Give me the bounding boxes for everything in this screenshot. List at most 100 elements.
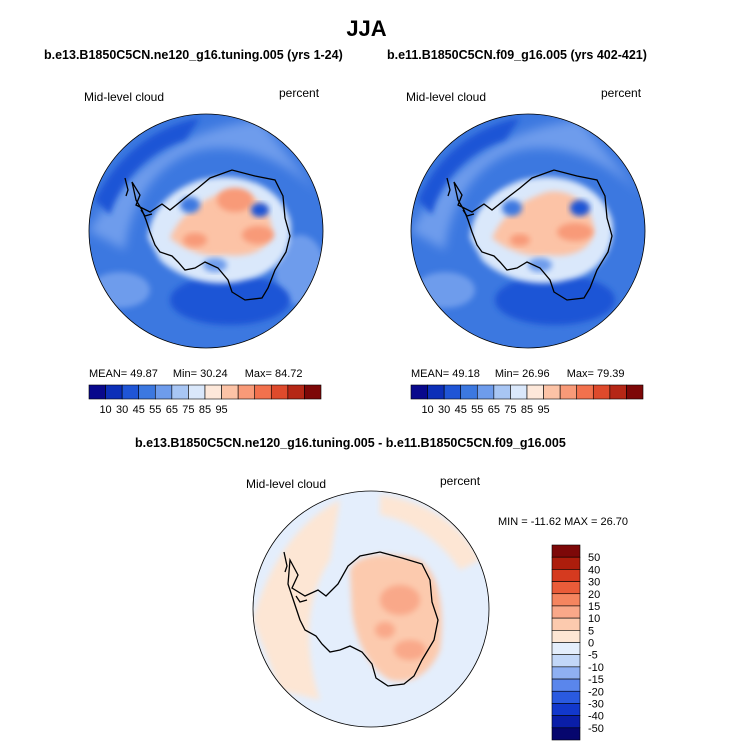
panel1-max-value: 84.72 bbox=[274, 368, 303, 380]
panel1-case-title: b.e13.B1850C5CN.ne120_g16.tuning.005 (yr… bbox=[44, 48, 343, 62]
panel1-stats: MEAN= 49.87 Min= 30.24 Max= 84.72 bbox=[89, 368, 303, 380]
colorbar-tick-label: 30 bbox=[116, 404, 128, 416]
colorbar-tick-label: 50 bbox=[588, 552, 600, 564]
colorbar-tick-label: 85 bbox=[521, 404, 533, 416]
panel2-max-value: 79.39 bbox=[596, 368, 625, 380]
colorbar-tick-label: 30 bbox=[588, 577, 600, 589]
colorbar-swatch bbox=[551, 605, 581, 619]
colorbar-tick-label: 40 bbox=[588, 564, 600, 576]
colorbar-tick-label: 95 bbox=[537, 404, 549, 416]
diff-polar-map bbox=[253, 491, 489, 727]
panel2-min-value: 26.96 bbox=[522, 368, 550, 380]
colorbar-tick-label: 65 bbox=[488, 404, 500, 416]
colorbar-swatch bbox=[410, 384, 428, 400]
diff-case-title: b.e13.B1850C5CN.ne120_g16.tuning.005 - b… bbox=[135, 436, 566, 450]
panel1-polar-map bbox=[89, 114, 323, 348]
panel1-units-label: percent bbox=[279, 86, 320, 100]
colorbar-tick-label: 85 bbox=[199, 404, 211, 416]
panel1-map-border bbox=[88, 113, 324, 349]
panel1-variable-label: Mid-level cloud bbox=[84, 90, 165, 104]
colorbar-tick-label: 75 bbox=[182, 404, 194, 416]
colorbar-tick-label: 0 bbox=[588, 638, 594, 650]
colorbar-swatch bbox=[551, 556, 581, 570]
colorbar-swatch bbox=[154, 384, 173, 400]
colorbar-swatch bbox=[476, 384, 495, 400]
colorbar-swatch bbox=[551, 678, 581, 692]
figure-title: JJA bbox=[346, 16, 387, 41]
colorbar-swatch bbox=[592, 384, 611, 400]
panel1-max-label: Max= bbox=[244, 368, 272, 380]
colorbar-swatch bbox=[287, 384, 305, 400]
colorbar-tick-label: -5 bbox=[588, 650, 598, 662]
colorbar-swatch bbox=[551, 593, 581, 607]
panel2-map-border bbox=[410, 113, 646, 349]
colorbar-swatch bbox=[551, 630, 581, 643]
colorbar-tick-label: 55 bbox=[471, 404, 483, 416]
diff-minmax-text: MIN = -11.62 MAX = 26.70 bbox=[498, 516, 629, 528]
colorbar-swatch bbox=[237, 384, 256, 400]
panel2-continent-outline bbox=[446, 169, 613, 301]
panel2-units-label: percent bbox=[601, 86, 642, 100]
panel2-max-label: Max= bbox=[566, 368, 594, 380]
colorbar-swatch bbox=[551, 654, 581, 668]
panel1-min-label: Min= bbox=[172, 368, 198, 380]
colorbar-swatch bbox=[460, 384, 478, 400]
colorbar-swatch bbox=[576, 384, 594, 400]
colorbar-tick-label: 65 bbox=[166, 404, 178, 416]
colorbar-swatch bbox=[304, 384, 322, 400]
diff-continent-outline bbox=[283, 551, 439, 687]
colorbar-tick-label: -50 bbox=[588, 723, 604, 735]
colorbar-swatch bbox=[221, 384, 239, 400]
colorbar-swatch bbox=[551, 642, 581, 655]
panel2-case-title: b.e11.B1850C5CN.f09_g16.005 (yrs 402-421… bbox=[387, 48, 647, 62]
panel2-mean-label: MEAN= bbox=[411, 368, 450, 380]
colorbar-tick-label: -10 bbox=[588, 662, 604, 674]
panel2-polar-map bbox=[411, 114, 645, 348]
panel1-mean-label: MEAN= bbox=[89, 368, 128, 380]
colorbar-tick-label: 45 bbox=[133, 404, 145, 416]
colorbar-swatch bbox=[510, 384, 528, 400]
colorbar-swatch bbox=[105, 384, 123, 400]
colorbar-swatch bbox=[551, 569, 581, 582]
colorbar-swatch bbox=[254, 384, 272, 400]
colorbar-tick-label: 10 bbox=[421, 404, 433, 416]
colorbar-swatch bbox=[427, 384, 445, 400]
colorbar-swatch bbox=[526, 384, 544, 400]
colorbar-tick-label: -30 bbox=[588, 698, 604, 710]
diff-map-border bbox=[252, 490, 490, 728]
panel2-colorbar: 10 30 45 55 65 75 85 95 bbox=[410, 384, 644, 416]
colorbar-tick-label: 95 bbox=[215, 404, 227, 416]
colorbar-tick-label: 10 bbox=[99, 404, 111, 416]
colorbar-swatch bbox=[138, 384, 156, 400]
panel1-min-value: 30.24 bbox=[200, 368, 228, 380]
colorbar-tick-label: 5 bbox=[588, 625, 594, 637]
panel2-min-label: Min= bbox=[494, 368, 520, 380]
diff-variable-label: Mid-level cloud bbox=[246, 477, 327, 491]
colorbar-swatch bbox=[551, 544, 581, 558]
colorbar-swatch bbox=[626, 384, 644, 400]
colorbar-swatch bbox=[609, 384, 627, 400]
colorbar-swatch bbox=[551, 666, 581, 680]
colorbar-swatch bbox=[551, 617, 581, 631]
panel2-variable-label: Mid-level cloud bbox=[406, 90, 487, 104]
colorbar-swatch bbox=[204, 384, 222, 400]
colorbar-swatch bbox=[270, 384, 289, 400]
colorbar-tick-label: 45 bbox=[455, 404, 467, 416]
panel2-stats: MEAN= 49.18 Min= 26.96 Max= 79.39 bbox=[411, 368, 625, 380]
colorbar-tick-label: 30 bbox=[438, 404, 450, 416]
colorbar-swatch bbox=[551, 690, 581, 704]
colorbar-tick-label: -15 bbox=[588, 674, 604, 686]
panel1-colorbar: 10 30 45 55 65 75 85 95 bbox=[88, 384, 322, 416]
colorbar-tick-label: 15 bbox=[588, 601, 600, 613]
panel1-continent-outline bbox=[124, 169, 291, 301]
colorbar-swatch bbox=[551, 581, 581, 595]
colorbar-swatch bbox=[443, 384, 462, 400]
colorbar-tick-label: 75 bbox=[504, 404, 516, 416]
colorbar-swatch bbox=[171, 384, 189, 400]
colorbar-swatch bbox=[188, 384, 206, 400]
colorbar-tick-label: 55 bbox=[149, 404, 161, 416]
panel1-mean-value: 49.87 bbox=[130, 368, 158, 380]
colorbar-tick-label: -20 bbox=[588, 686, 604, 698]
colorbar-tick-label: 10 bbox=[588, 613, 600, 625]
